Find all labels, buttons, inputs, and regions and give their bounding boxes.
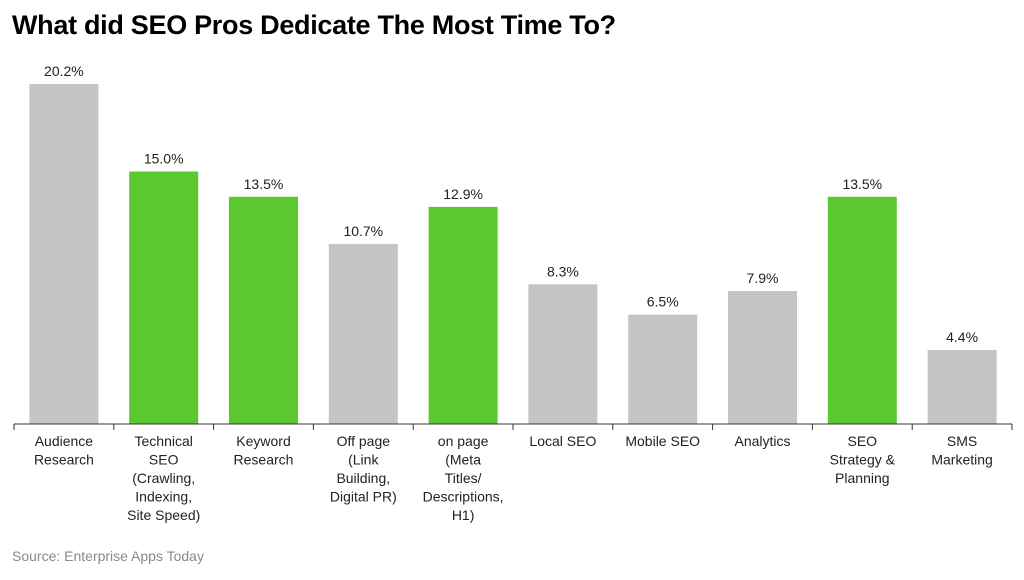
category-label-line: (Crawling, <box>132 470 195 486</box>
bar <box>29 84 99 424</box>
category-label-line: SEO <box>848 433 878 449</box>
data-label: 13.5% <box>244 176 284 192</box>
category-label-line: SEO <box>149 452 179 468</box>
data-label: 8.3% <box>547 263 579 279</box>
bars-group <box>29 84 997 424</box>
data-label: 7.9% <box>747 270 779 286</box>
bar <box>428 206 498 424</box>
category-label: Audience Research <box>34 433 94 468</box>
category-label: on page (Meta Titles/Descriptions, H1) <box>423 433 504 523</box>
data-label: 10.7% <box>343 223 383 239</box>
category-label-line: H1) <box>452 507 475 523</box>
data-label: 4.4% <box>946 329 978 345</box>
category-label: Technical SEO (Crawling, Indexing, Site Spee… <box>127 433 200 523</box>
category-label-line: Planning <box>835 470 890 486</box>
category-label-line: Mobile SEO <box>625 433 700 449</box>
category-label-line: Technical <box>135 433 193 449</box>
data-label: 20.2% <box>44 63 84 79</box>
category-label-line: Audience <box>35 433 94 449</box>
x-ticks-group <box>13 424 1013 430</box>
category-label-line: SMS <box>947 433 977 449</box>
category-label-line: Marketing <box>931 452 992 468</box>
category-label-line: Strategy & <box>830 452 896 468</box>
category-label: Mobile SEO <box>625 433 700 449</box>
category-label: SMS Marketing <box>931 433 992 468</box>
data-label: 12.9% <box>443 186 483 202</box>
data-label: 6.5% <box>647 294 679 310</box>
category-label-line: Local SEO <box>529 433 596 449</box>
chart-title: What did SEO Pros Dedicate The Most Time… <box>12 10 616 40</box>
category-label-line: Analytics <box>734 433 790 449</box>
category-label-line: Indexing, <box>135 489 192 505</box>
bar <box>628 314 698 424</box>
category-label-line: Site Speed) <box>127 507 200 523</box>
category-label: Analytics <box>734 433 790 449</box>
category-label-line: Research <box>34 452 94 468</box>
bar <box>328 243 398 424</box>
bar <box>528 284 598 424</box>
category-label: Local SEO <box>529 433 596 449</box>
bar <box>229 196 298 424</box>
category-label-line: Titles/ <box>445 470 482 486</box>
category-label-line: Research <box>234 452 294 468</box>
value-labels-group: 20.2% 15.0% 13.5% 10.7% 12.9% 8.3% 6.5% 7.9% 13.… <box>44 63 978 345</box>
bar <box>728 291 797 424</box>
bar <box>927 349 997 424</box>
category-label-line: Off page <box>337 433 391 449</box>
category-label: Keyword Research <box>234 433 294 468</box>
category-label: Off page (Link Building, Digital PR) <box>330 433 397 505</box>
data-label: 13.5% <box>842 176 882 192</box>
category-label-line: Descriptions, <box>423 489 504 505</box>
category-labels-group: Audience Research Technical SEO (Crawling, In… <box>34 433 993 523</box>
data-label: 15.0% <box>144 151 184 167</box>
category-label-line: (Link <box>348 452 379 468</box>
category-label-line: Building, <box>336 470 390 486</box>
category-label: SEO Strategy & Planning <box>830 433 896 486</box>
category-label-line: on page <box>438 433 489 449</box>
bar <box>827 196 897 424</box>
source-note: Source: Enterprise Apps Today <box>12 548 204 564</box>
category-label-line: (Meta <box>445 452 481 468</box>
bar <box>129 171 199 424</box>
category-label-line: Keyword <box>236 433 290 449</box>
category-label-line: Digital PR) <box>330 489 397 505</box>
